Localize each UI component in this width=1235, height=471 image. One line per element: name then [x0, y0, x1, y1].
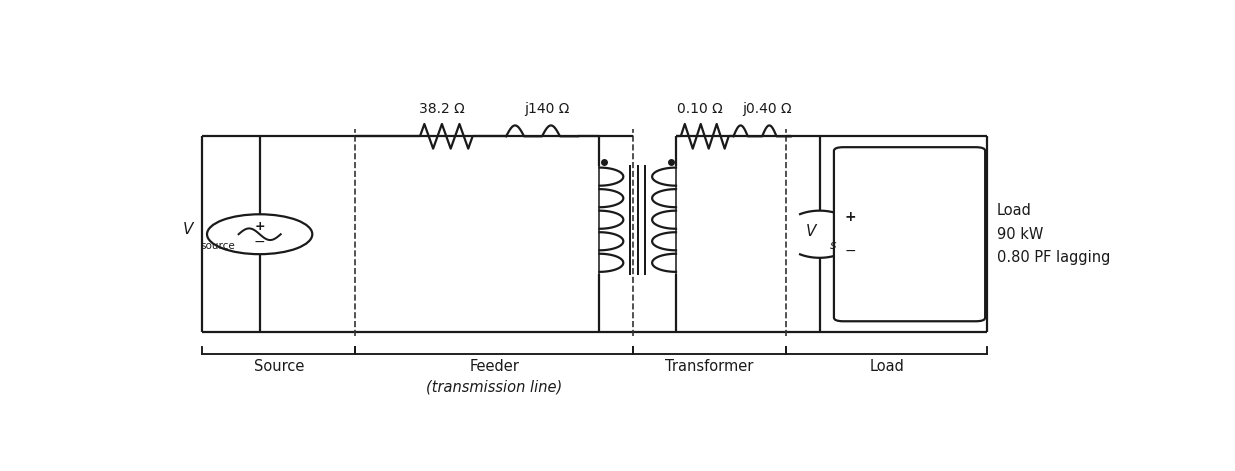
FancyBboxPatch shape	[834, 147, 986, 321]
Text: source: source	[200, 242, 235, 252]
Text: Load: Load	[997, 203, 1031, 218]
Text: −: −	[254, 235, 266, 249]
Text: Feeder: Feeder	[469, 359, 519, 374]
Text: 0.10 Ω: 0.10 Ω	[677, 102, 722, 116]
Text: +: +	[845, 210, 856, 224]
Text: 0.80 PF lagging: 0.80 PF lagging	[997, 250, 1110, 265]
Text: $V$: $V$	[805, 223, 819, 239]
Text: 38.2 Ω: 38.2 Ω	[419, 102, 464, 116]
Text: j140 Ω: j140 Ω	[524, 102, 569, 116]
Text: Source: Source	[253, 359, 304, 374]
Text: −: −	[845, 244, 856, 258]
Text: Transformer: Transformer	[666, 359, 753, 374]
Text: j0.40 Ω: j0.40 Ω	[742, 102, 792, 116]
Text: +: +	[254, 220, 266, 233]
Text: $V$: $V$	[183, 221, 195, 237]
Text: $s$: $s$	[829, 239, 837, 252]
Text: (transmission line): (transmission line)	[426, 379, 562, 394]
Text: Load: Load	[869, 359, 904, 374]
Text: 90 kW: 90 kW	[997, 227, 1044, 242]
